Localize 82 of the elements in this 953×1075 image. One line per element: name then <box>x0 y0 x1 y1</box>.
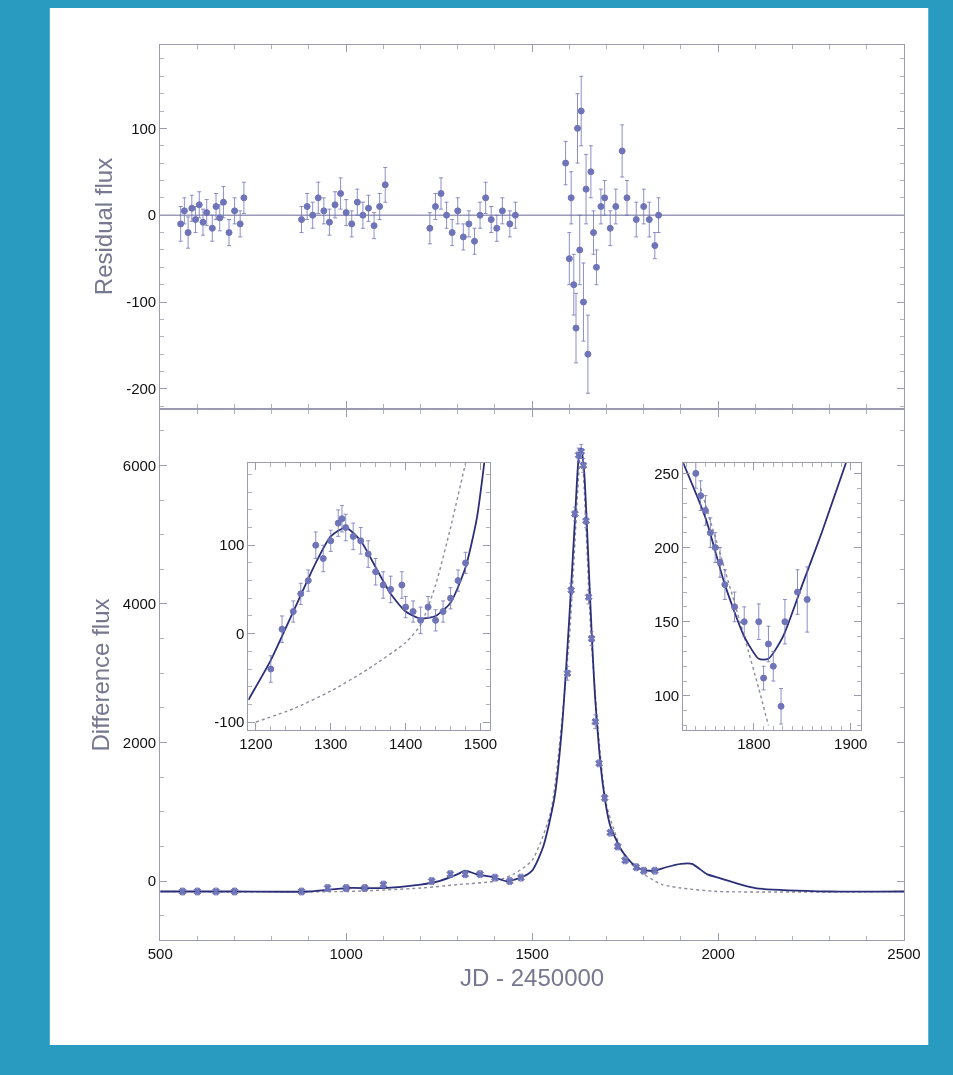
y-tick-label: 6000 <box>122 456 157 474</box>
y-tick-label: 100 <box>131 119 157 137</box>
point <box>278 625 286 633</box>
y-tick-label: 0 <box>147 206 157 224</box>
y-tick-label: 4000 <box>122 595 157 613</box>
x-tick-label: 1500 <box>463 735 498 752</box>
point <box>462 559 470 567</box>
y-tick-label: 0 <box>236 624 245 642</box>
point <box>364 550 372 558</box>
point <box>342 524 350 532</box>
point <box>591 717 600 726</box>
point <box>402 603 410 611</box>
y-tick-label: -100 <box>214 713 245 731</box>
y-tick-label: -100 <box>126 293 157 311</box>
point <box>755 618 763 626</box>
point <box>379 581 387 589</box>
point <box>584 593 593 601</box>
x-tick-label: 1000 <box>329 945 363 962</box>
line-series <box>248 463 486 701</box>
point <box>697 492 705 500</box>
point <box>571 510 579 518</box>
x-tick-label: 1900 <box>834 735 868 752</box>
point <box>387 585 395 593</box>
y-tick-label: 100 <box>219 536 245 554</box>
point <box>563 669 572 678</box>
x-axis-title: JD - 2450000 <box>460 964 605 992</box>
line-series <box>683 463 847 661</box>
point <box>338 515 346 523</box>
point <box>424 603 432 611</box>
x-tick-label: 1300 <box>314 735 348 752</box>
y-tick-label: -200 <box>126 380 157 398</box>
point <box>567 586 576 595</box>
point <box>692 469 700 477</box>
point <box>764 640 772 648</box>
x-tick-label: 1200 <box>239 735 273 752</box>
point <box>312 541 320 549</box>
point <box>803 595 811 603</box>
line-series <box>699 487 770 727</box>
point <box>417 616 425 624</box>
point <box>454 577 462 585</box>
point <box>327 537 335 545</box>
point <box>706 529 714 537</box>
y-axis-title: Residual flux <box>90 157 118 296</box>
point <box>582 516 590 525</box>
y-tick-label: 100 <box>654 687 680 705</box>
point <box>716 558 724 566</box>
point <box>447 594 455 602</box>
point <box>432 616 440 624</box>
point <box>777 702 785 710</box>
point <box>781 618 789 626</box>
point <box>740 618 748 626</box>
y-tick-label: 200 <box>654 538 680 556</box>
x-tick-label: 2500 <box>887 945 921 962</box>
point <box>702 506 709 514</box>
point <box>731 603 739 611</box>
x-tick-label: 1500 <box>515 945 549 962</box>
point <box>357 537 365 545</box>
y-tick-label: 250 <box>654 464 680 482</box>
point <box>439 608 447 616</box>
point <box>297 590 305 598</box>
point <box>721 581 729 589</box>
point <box>349 532 357 540</box>
point <box>398 581 406 589</box>
x-tick-label: 1800 <box>737 735 771 752</box>
point <box>267 665 275 673</box>
point <box>711 544 719 552</box>
x-tick-label: 2000 <box>701 945 735 962</box>
x-tick-label: 1400 <box>388 735 423 752</box>
y-tick-label: 150 <box>654 612 680 630</box>
line-series <box>255 463 467 723</box>
point <box>760 674 768 682</box>
y-axis-title: Difference flux <box>86 598 114 752</box>
point <box>334 519 342 527</box>
point <box>289 608 297 616</box>
point <box>769 662 777 670</box>
x-tick-label: 500 <box>147 945 173 962</box>
point <box>304 577 312 585</box>
point <box>372 568 380 576</box>
point <box>319 554 327 562</box>
point <box>409 608 417 616</box>
point <box>794 588 802 596</box>
y-tick-label: 0 <box>147 872 157 890</box>
